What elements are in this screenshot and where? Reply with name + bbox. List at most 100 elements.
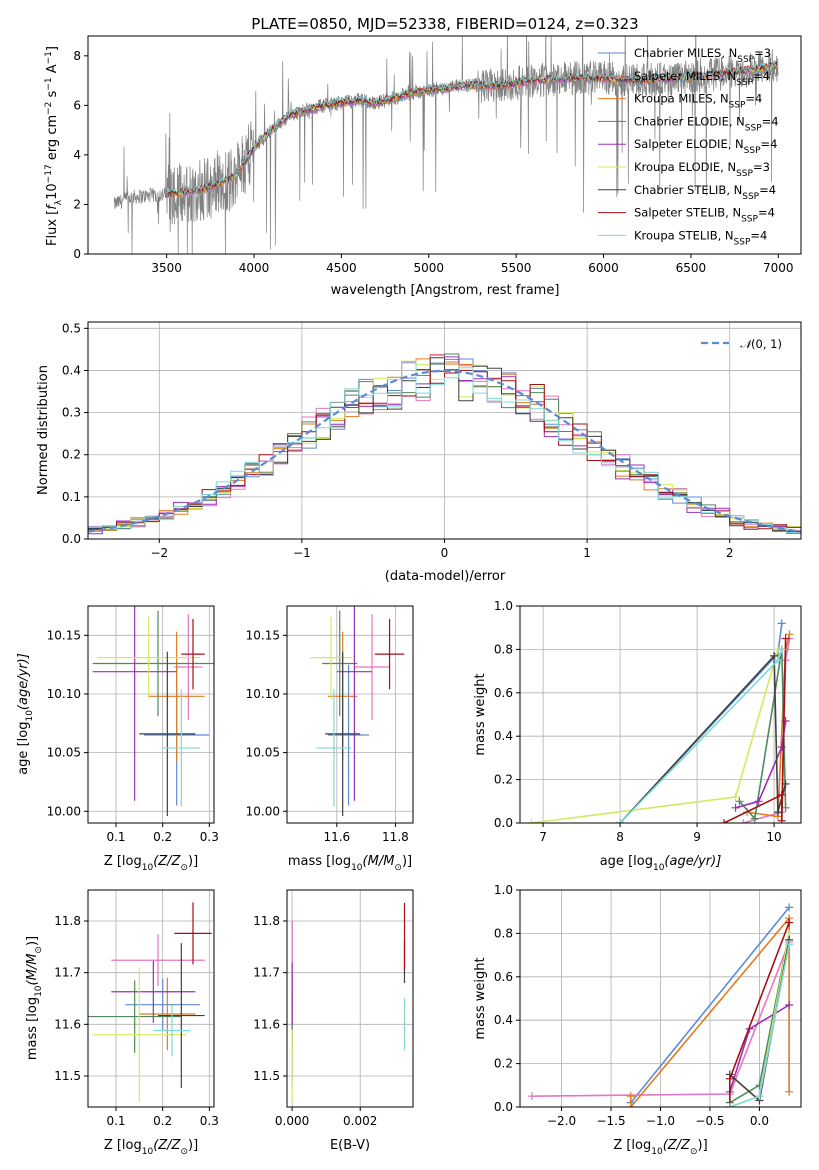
x-tick-label: 6000 xyxy=(588,261,619,275)
weight-line-7 xyxy=(723,638,787,823)
y-axis-label-part: −1 xyxy=(44,77,54,90)
y-tick-label: 0.5 xyxy=(62,321,81,335)
x-tick-label: 4000 xyxy=(239,261,270,275)
axes-frame xyxy=(87,889,215,1108)
weight-marker xyxy=(527,819,536,823)
y-tick-label: 11.5 xyxy=(253,1069,280,1083)
axes-frame xyxy=(286,889,414,1108)
weight-marker xyxy=(777,645,786,654)
y-axis-label-part: −2 xyxy=(44,102,54,115)
y-tick-label: 0.2 xyxy=(494,1057,513,1071)
axes-frame xyxy=(87,321,802,540)
plot-area-mass-vs-Z xyxy=(88,902,212,1102)
x-axis-label-part: ⊙ xyxy=(394,863,402,873)
x-tick-label: 3500 xyxy=(151,261,182,275)
weight-marker xyxy=(731,803,740,812)
weight-marker xyxy=(781,634,790,643)
y-axis-label-part: −1 xyxy=(44,51,54,64)
x-axis-label-part: 10 xyxy=(351,863,363,873)
y-tick-label: 0.0 xyxy=(494,816,513,830)
weight-marker xyxy=(781,803,790,812)
x-axis-label-part: mass [log xyxy=(288,854,351,869)
weight-marker xyxy=(527,1092,536,1101)
x-axis-label: age [log10(age/yr)] xyxy=(600,854,722,873)
legend-entry-part: SSP xyxy=(736,78,753,88)
y-axis-label: Flux [fλ10−17 erg cm−2 s−1 A−1] xyxy=(44,46,64,246)
legend-entry-part: SSP xyxy=(734,237,751,247)
weight-marker xyxy=(626,1103,635,1107)
plot-area-spectrum xyxy=(113,36,779,254)
weight-marker xyxy=(626,1092,635,1101)
weight-marker xyxy=(755,1092,764,1101)
y-tick-label: 4 xyxy=(73,148,81,162)
weight-marker xyxy=(777,816,786,823)
legend-entry-part: =4 xyxy=(753,69,770,83)
legend-entry-part: SSP xyxy=(736,169,753,179)
weight-marker xyxy=(785,918,794,927)
y-tick-label: 0.4 xyxy=(494,729,513,743)
plot-area-mass-weight-vs-Z xyxy=(527,903,794,1107)
panel-spectrum: 3500 4000 4500 5000 5500 6000 6500 7000 0 2 4 6 8 Cha… xyxy=(44,35,802,298)
x-axis-label: wavelength [Angstrom, rest frame] xyxy=(331,283,560,298)
x-tick-label: 2 xyxy=(726,546,734,560)
x-tick-label: −0.5 xyxy=(695,1114,724,1128)
y-axis-label: mass weight xyxy=(473,673,488,755)
weight-marker xyxy=(725,1074,734,1083)
figure-title: PLATE=0850, MJD=52338, FIBERID=0124, z=0… xyxy=(251,15,638,33)
legend-entry-part: =4 xyxy=(759,183,776,197)
weight-marker xyxy=(777,743,786,752)
x-axis-label-part: (Z/Z xyxy=(663,1138,691,1153)
x-axis-label-part: 10 xyxy=(142,1147,154,1157)
x-axis-label: Z [log10(Z/Z⊙)] xyxy=(104,1138,198,1157)
normal-reference-curve xyxy=(88,369,801,533)
axes-frame xyxy=(286,605,414,824)
x-axis-label-part: Z [log xyxy=(613,1138,651,1153)
panel-age-vs-mass: 11.6 11.8 10.00 10.05 10.10 10.15 mass [log10(… xyxy=(246,605,414,873)
x-tick-label: 0.3 xyxy=(200,1114,219,1128)
x-tick-label: 1 xyxy=(583,546,591,560)
panel-residuals: −2 −1 0 1 2 0.0 0.1 0.2 0.3 0.4 0.5 𝒩(0, 1) (data-mo… xyxy=(36,321,802,584)
x-tick-label: 0.002 xyxy=(343,1114,377,1128)
y-axis-label-part: 10 xyxy=(34,985,44,997)
panels-layer: 3500 4000 4500 5000 5500 6000 6500 7000 0 2 4 6 8 Cha… xyxy=(16,35,802,1157)
weight-marker xyxy=(777,790,786,799)
y-tick-label: 0 xyxy=(73,247,81,261)
x-tick-label: 0.2 xyxy=(153,1114,172,1128)
y-tick-label: 1.0 xyxy=(494,883,513,897)
x-axis-label-part: Z [log xyxy=(104,854,142,869)
weight-marker xyxy=(731,792,740,801)
y-axis-label: Normed distribution xyxy=(36,365,51,495)
legend-entry-part: SSP xyxy=(729,101,746,111)
x-tick-label: 8 xyxy=(616,830,624,844)
x-tick-label: −1.0 xyxy=(646,1114,675,1128)
y-tick-label: 10.00 xyxy=(246,804,280,818)
histogram-5 xyxy=(88,360,801,530)
x-tick-label: −1 xyxy=(293,546,311,560)
legend-entry: 𝒩(0, 1) xyxy=(740,337,782,351)
legend-entry-part: =4 xyxy=(758,206,775,220)
weight-line-0 xyxy=(630,906,790,1104)
y-tick-label: 2 xyxy=(73,197,81,211)
y-tick-label: 10.15 xyxy=(246,628,280,642)
legend-entry-part: Kroupa MILES, N xyxy=(634,92,729,106)
x-tick-label: −2 xyxy=(150,546,168,560)
x-tick-label: 5000 xyxy=(413,261,444,275)
plot-area-mass-weight-vs-age xyxy=(527,619,794,823)
y-tick-label: 0.6 xyxy=(494,686,513,700)
x-axis-label-part: (M/M xyxy=(363,854,395,869)
weight-line-2 xyxy=(746,634,791,818)
legend-entry: Chabrier STELIB, NSSP=4 xyxy=(634,183,776,202)
x-axis-label: Z [log10(Z/Z⊙)] xyxy=(613,1138,707,1157)
y-tick-label: 11.7 xyxy=(253,966,280,980)
weight-marker xyxy=(735,797,744,806)
y-tick-label: 0.2 xyxy=(494,773,513,787)
weight-marker xyxy=(739,819,748,823)
x-tick-label: 7 xyxy=(539,830,547,844)
legend-entry-part: Kroupa STELIB, N xyxy=(634,228,734,242)
x-tick-label: 0.1 xyxy=(106,1114,125,1128)
legend-entry: Kroupa ELODIE, NSSP=3 xyxy=(634,160,770,179)
legend-entry: Chabrier ELODIE, NSSP=4 xyxy=(634,114,779,133)
legend-entry: Salpeter STELIB, NSSP=4 xyxy=(634,206,775,225)
axes-frame xyxy=(87,605,215,824)
